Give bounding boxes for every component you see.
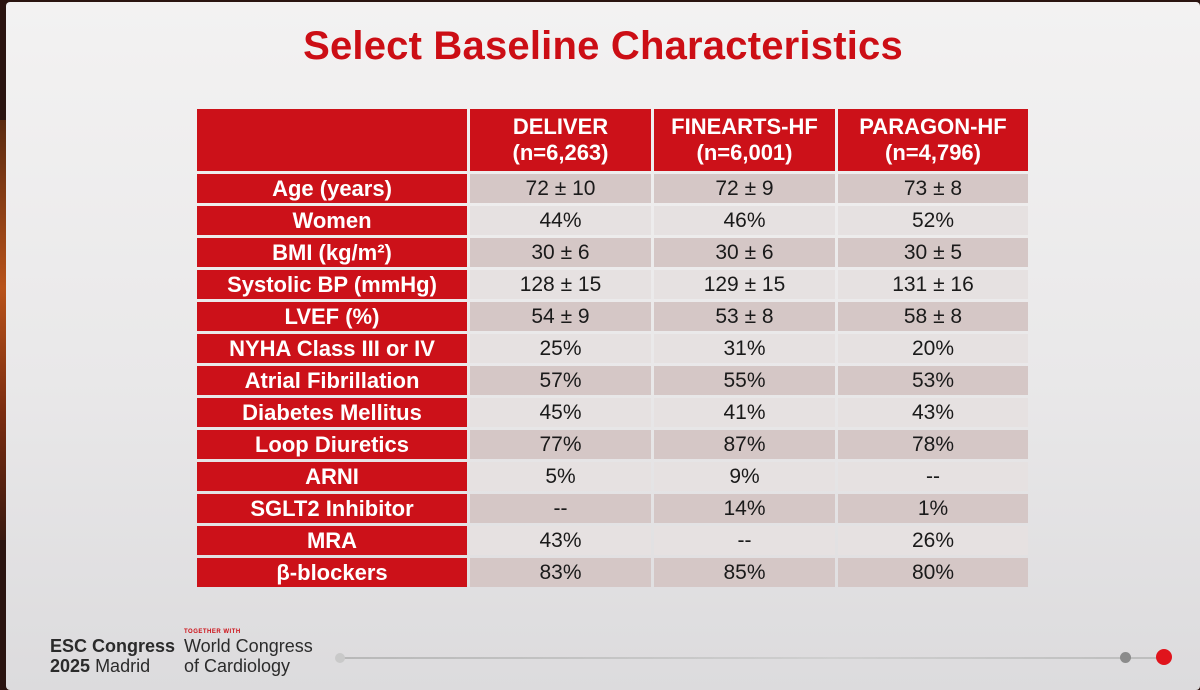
wcc-name-line2: of Cardiology bbox=[184, 656, 291, 676]
row-label: BMI (kg/m²) bbox=[197, 238, 467, 267]
table-cell: 72 ± 9 bbox=[654, 174, 835, 203]
row-label: SGLT2 Inhibitor bbox=[197, 494, 467, 523]
study-name: FINEARTS-HF bbox=[671, 114, 818, 139]
progress-end-dot bbox=[1156, 649, 1172, 665]
row-label: Systolic BP (mmHg) bbox=[197, 270, 467, 299]
column-header-paragon-hf: PARAGON-HF (n=4,796) bbox=[838, 109, 1028, 171]
table-cell: 54 ± 9 bbox=[470, 302, 651, 331]
congress-year: 2025 bbox=[50, 656, 91, 676]
table-cell: 41% bbox=[654, 398, 835, 427]
table-cell: -- bbox=[838, 462, 1028, 491]
table-cell: 30 ± 6 bbox=[654, 238, 835, 267]
table-cell: 26% bbox=[838, 526, 1028, 555]
row-label: Age (years) bbox=[197, 174, 467, 203]
row-label: NYHA Class III or IV bbox=[197, 334, 467, 363]
row-label: Loop Diuretics bbox=[197, 430, 467, 459]
row-label: Atrial Fibrillation bbox=[197, 366, 467, 395]
table-row: SGLT2 Inhibitor -- 14% 1% bbox=[197, 494, 1028, 523]
table-row: BMI (kg/m²) 30 ± 6 30 ± 6 30 ± 5 bbox=[197, 238, 1028, 267]
table-cell: -- bbox=[470, 494, 651, 523]
study-name: DELIVER bbox=[512, 114, 609, 139]
row-label: ARNI bbox=[197, 462, 467, 491]
congress-name: ESC Congress bbox=[50, 636, 176, 656]
study-sample-size: (n=6,001) bbox=[696, 140, 793, 165]
table-cell: 80% bbox=[838, 558, 1028, 587]
column-header-deliver: DELIVER (n=6,263) bbox=[470, 109, 651, 171]
table-cell: 87% bbox=[654, 430, 835, 459]
table-row: ARNI 5% 9% -- bbox=[197, 462, 1028, 491]
row-label: Women bbox=[197, 206, 467, 235]
table-cell: 58 ± 8 bbox=[838, 302, 1028, 331]
table-cell: 20% bbox=[838, 334, 1028, 363]
table-cell: 1% bbox=[838, 494, 1028, 523]
table-cell: 43% bbox=[470, 526, 651, 555]
row-label: MRA bbox=[197, 526, 467, 555]
table-cell: 52% bbox=[838, 206, 1028, 235]
table-row: Age (years) 72 ± 10 72 ± 9 73 ± 8 bbox=[197, 174, 1028, 203]
table-cell: 128 ± 15 bbox=[470, 270, 651, 299]
table-row: Systolic BP (mmHg) 128 ± 15 129 ± 15 131… bbox=[197, 270, 1028, 299]
table-cell: 129 ± 15 bbox=[654, 270, 835, 299]
table-cell: 43% bbox=[838, 398, 1028, 427]
table-cell: 44% bbox=[470, 206, 651, 235]
study-sample-size: (n=6,263) bbox=[512, 140, 609, 165]
presentation-slide: Select Baseline Characteristics DELIVER … bbox=[6, 2, 1200, 690]
table-cell: -- bbox=[654, 526, 835, 555]
congress-edition: 2025 Madrid bbox=[50, 656, 175, 676]
table-row: MRA 43% -- 26% bbox=[197, 526, 1028, 555]
slide-progress-track bbox=[340, 657, 1162, 659]
table-cell: 31% bbox=[654, 334, 835, 363]
table-cell: 14% bbox=[654, 494, 835, 523]
table-cell: 53% bbox=[838, 366, 1028, 395]
study-sample-size: (n=4,796) bbox=[885, 140, 981, 165]
table-cell: 131 ± 16 bbox=[838, 270, 1028, 299]
row-label: LVEF (%) bbox=[197, 302, 467, 331]
table-cell: 77% bbox=[470, 430, 651, 459]
progress-start-dot bbox=[335, 653, 345, 663]
table-cell: 53 ± 8 bbox=[654, 302, 835, 331]
row-label: Diabetes Mellitus bbox=[197, 398, 467, 427]
table-cell: 25% bbox=[470, 334, 651, 363]
table-row: Atrial Fibrillation 57% 55% 53% bbox=[197, 366, 1028, 395]
table-cell: 46% bbox=[654, 206, 835, 235]
table-row: Diabetes Mellitus 45% 41% 43% bbox=[197, 398, 1028, 427]
table-row: Loop Diuretics 77% 87% 78% bbox=[197, 430, 1028, 459]
table-cell: 72 ± 10 bbox=[470, 174, 651, 203]
table-cell: 85% bbox=[654, 558, 835, 587]
wcc-logo: TOGETHER WITH World Congress of Cardiolo… bbox=[184, 628, 313, 676]
table-row: LVEF (%) 54 ± 9 53 ± 8 58 ± 8 bbox=[197, 302, 1028, 331]
table-cell: 9% bbox=[654, 462, 835, 491]
table-cell: 78% bbox=[838, 430, 1028, 459]
row-label: β-blockers bbox=[197, 558, 467, 587]
congress-city: Madrid bbox=[95, 656, 151, 676]
column-header-finearts-hf: FINEARTS-HF (n=6,001) bbox=[654, 109, 835, 171]
table-cell: 5% bbox=[470, 462, 651, 491]
table-cell: 30 ± 6 bbox=[470, 238, 651, 267]
header-corner-cell bbox=[197, 109, 467, 171]
table-cell: 57% bbox=[470, 366, 651, 395]
table-cell: 45% bbox=[470, 398, 651, 427]
table-row: β-blockers 83% 85% 80% bbox=[197, 558, 1028, 587]
esc-congress-logo: ESC Congress 2025 Madrid bbox=[50, 636, 175, 676]
study-name: PARAGON-HF bbox=[859, 114, 1007, 139]
table-cell: 30 ± 5 bbox=[838, 238, 1028, 267]
table-cell: 83% bbox=[470, 558, 651, 587]
together-with-label: TOGETHER WITH bbox=[184, 629, 241, 635]
wcc-name-line1: World Congress bbox=[184, 636, 313, 656]
table-row: NYHA Class III or IV 25% 31% 20% bbox=[197, 334, 1028, 363]
table-cell: 73 ± 8 bbox=[838, 174, 1028, 203]
table-header-row: DELIVER (n=6,263) FINEARTS-HF (n=6,001) … bbox=[197, 109, 1028, 171]
table-row: Women 44% 46% 52% bbox=[197, 206, 1028, 235]
table-cell: 55% bbox=[654, 366, 835, 395]
progress-marker-dot bbox=[1120, 652, 1131, 663]
slide-title: Select Baseline Characteristics bbox=[303, 24, 903, 68]
baseline-characteristics-table: DELIVER (n=6,263) FINEARTS-HF (n=6,001) … bbox=[194, 106, 1031, 590]
